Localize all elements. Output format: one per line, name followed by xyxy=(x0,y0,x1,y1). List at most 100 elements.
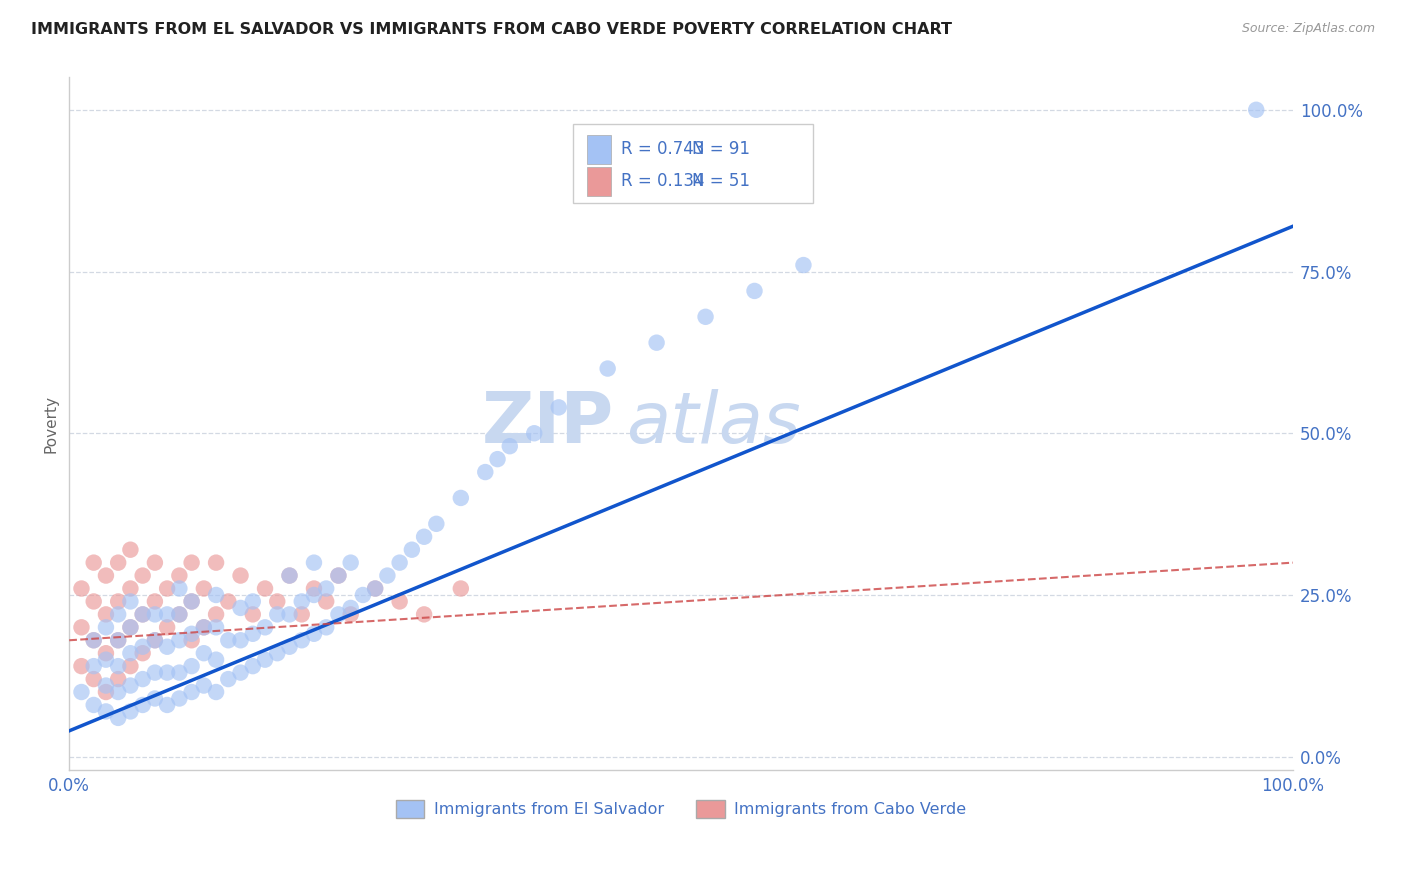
Point xyxy=(156,640,179,654)
Point xyxy=(205,620,228,634)
Point xyxy=(352,588,374,602)
Point xyxy=(266,594,288,608)
Point xyxy=(266,646,288,660)
Point xyxy=(328,568,350,582)
Point xyxy=(388,556,411,570)
Point xyxy=(315,582,337,596)
Point xyxy=(70,659,93,673)
Point xyxy=(107,659,129,673)
Point xyxy=(217,672,239,686)
Point xyxy=(180,685,202,699)
Point xyxy=(131,646,153,660)
Point xyxy=(156,620,179,634)
Point xyxy=(523,426,546,441)
Point xyxy=(315,620,337,634)
Point xyxy=(364,582,387,596)
Point xyxy=(131,672,153,686)
Point xyxy=(83,594,105,608)
Point xyxy=(217,594,239,608)
Point xyxy=(180,633,202,648)
Point xyxy=(302,588,325,602)
Point xyxy=(401,542,423,557)
Point xyxy=(253,620,276,634)
Text: Source: ZipAtlas.com: Source: ZipAtlas.com xyxy=(1241,22,1375,36)
Point xyxy=(120,659,142,673)
Point xyxy=(302,627,325,641)
Point xyxy=(180,594,202,608)
Point xyxy=(339,601,361,615)
Point xyxy=(94,568,117,582)
Point xyxy=(156,582,179,596)
Point xyxy=(388,594,411,608)
Point xyxy=(547,401,569,415)
Point xyxy=(94,653,117,667)
Point xyxy=(107,556,129,570)
Point xyxy=(205,685,228,699)
Point xyxy=(180,627,202,641)
Point xyxy=(143,633,166,648)
Point xyxy=(107,711,129,725)
Point xyxy=(229,633,252,648)
Point xyxy=(83,633,105,648)
Point xyxy=(156,698,179,712)
Point xyxy=(143,665,166,680)
Point xyxy=(229,568,252,582)
Text: N = 51: N = 51 xyxy=(692,172,751,190)
Point xyxy=(180,594,202,608)
Point xyxy=(169,582,191,596)
Point xyxy=(180,659,202,673)
Point xyxy=(328,568,350,582)
Point xyxy=(120,705,142,719)
Point xyxy=(70,620,93,634)
Point xyxy=(120,620,142,634)
Point xyxy=(193,620,215,634)
Point xyxy=(278,607,301,622)
Point xyxy=(180,556,202,570)
Point xyxy=(131,640,153,654)
Point xyxy=(193,620,215,634)
Point xyxy=(242,607,264,622)
Point xyxy=(169,607,191,622)
Point xyxy=(169,633,191,648)
Point xyxy=(169,691,191,706)
Point xyxy=(229,665,252,680)
Point xyxy=(450,582,472,596)
Point xyxy=(83,659,105,673)
Point xyxy=(107,633,129,648)
Point xyxy=(107,672,129,686)
Point xyxy=(744,284,766,298)
Point xyxy=(143,607,166,622)
Point xyxy=(193,646,215,660)
Point xyxy=(645,335,668,350)
Point xyxy=(205,607,228,622)
Point xyxy=(1244,103,1267,117)
Point xyxy=(120,542,142,557)
Point xyxy=(229,601,252,615)
Point xyxy=(205,588,228,602)
Point xyxy=(425,516,447,531)
Point xyxy=(205,653,228,667)
Point xyxy=(315,594,337,608)
Text: atlas: atlas xyxy=(626,389,800,458)
Point xyxy=(217,633,239,648)
Point xyxy=(94,607,117,622)
Point xyxy=(278,568,301,582)
Point xyxy=(413,530,436,544)
Point xyxy=(83,698,105,712)
Point xyxy=(193,582,215,596)
Point xyxy=(70,685,93,699)
Text: IMMIGRANTS FROM EL SALVADOR VS IMMIGRANTS FROM CABO VERDE POVERTY CORRELATION CH: IMMIGRANTS FROM EL SALVADOR VS IMMIGRANT… xyxy=(31,22,952,37)
Point xyxy=(131,607,153,622)
Point xyxy=(486,452,509,467)
Point xyxy=(266,607,288,622)
Point xyxy=(474,465,496,479)
Point xyxy=(120,620,142,634)
Point xyxy=(131,698,153,712)
Point xyxy=(107,607,129,622)
Text: R = 0.743: R = 0.743 xyxy=(621,140,704,159)
Point xyxy=(242,627,264,641)
Point xyxy=(499,439,522,453)
Point xyxy=(120,679,142,693)
Text: R = 0.134: R = 0.134 xyxy=(621,172,704,190)
Point xyxy=(242,594,264,608)
